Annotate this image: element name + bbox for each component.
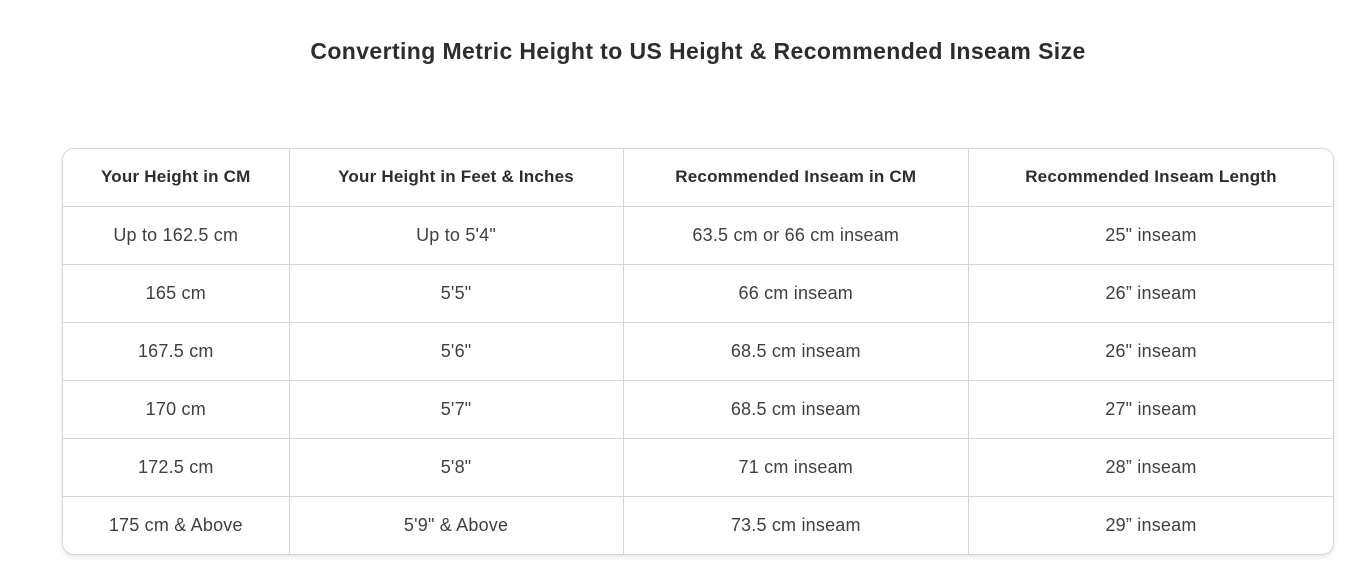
cell-inseam-length: 25" inseam — [967, 205, 1333, 265]
table-row: 165 cm 5'5" 66 cm inseam 26” inseam — [63, 263, 1333, 323]
col-header-height-feet-inches: Your Height in Feet & Inches — [288, 149, 624, 207]
page-title: Converting Metric Height to US Height & … — [310, 38, 1086, 64]
cell-height-feet-inches: 5'9" & Above — [288, 495, 624, 554]
cell-inseam-length: 26” inseam — [967, 263, 1333, 323]
cell-height-feet-inches: 5'7" — [288, 379, 624, 439]
table-row: 175 cm & Above 5'9" & Above 73.5 cm inse… — [63, 495, 1333, 554]
table-row: 170 cm 5'7" 68.5 cm inseam 27" inseam — [63, 379, 1333, 439]
cell-inseam-length: 27" inseam — [967, 379, 1333, 439]
table-row: 172.5 cm 5'8" 71 cm inseam 28” inseam — [63, 437, 1333, 497]
cell-inseam-length: 28” inseam — [967, 437, 1333, 497]
cell-inseam-cm: 66 cm inseam — [622, 263, 969, 323]
cell-height-cm: 170 cm — [63, 379, 290, 439]
cell-inseam-cm: 71 cm inseam — [622, 437, 969, 497]
cell-height-cm: 165 cm — [63, 263, 290, 323]
cell-height-cm: 172.5 cm — [63, 437, 290, 497]
table-header-row: Your Height in CM Your Height in Feet & … — [63, 149, 1333, 207]
table-row: 167.5 cm 5'6" 68.5 cm inseam 26" inseam — [63, 321, 1333, 381]
cell-height-cm: Up to 162.5 cm — [63, 205, 290, 265]
cell-height-feet-inches: 5'8" — [288, 437, 624, 497]
col-header-inseam-cm: Recommended Inseam in CM — [622, 149, 969, 207]
col-header-inseam-length: Recommended Inseam Length — [967, 149, 1333, 207]
cell-inseam-length: 26" inseam — [967, 321, 1333, 381]
size-conversion-table: Your Height in CM Your Height in Feet & … — [62, 148, 1334, 555]
table-row: Up to 162.5 cm Up to 5'4" 63.5 cm or 66 … — [63, 205, 1333, 265]
cell-height-feet-inches: 5'6" — [288, 321, 624, 381]
cell-inseam-cm: 68.5 cm inseam — [622, 321, 969, 381]
cell-inseam-length: 29” inseam — [967, 495, 1333, 554]
cell-height-cm: 175 cm & Above — [63, 495, 290, 554]
col-header-height-cm: Your Height in CM — [63, 149, 290, 207]
cell-inseam-cm: 73.5 cm inseam — [622, 495, 969, 554]
cell-height-feet-inches: 5'5" — [288, 263, 624, 323]
cell-height-feet-inches: Up to 5'4" — [288, 205, 624, 265]
cell-height-cm: 167.5 cm — [63, 321, 290, 381]
cell-inseam-cm: 63.5 cm or 66 cm inseam — [622, 205, 969, 265]
cell-inseam-cm: 68.5 cm inseam — [622, 379, 969, 439]
